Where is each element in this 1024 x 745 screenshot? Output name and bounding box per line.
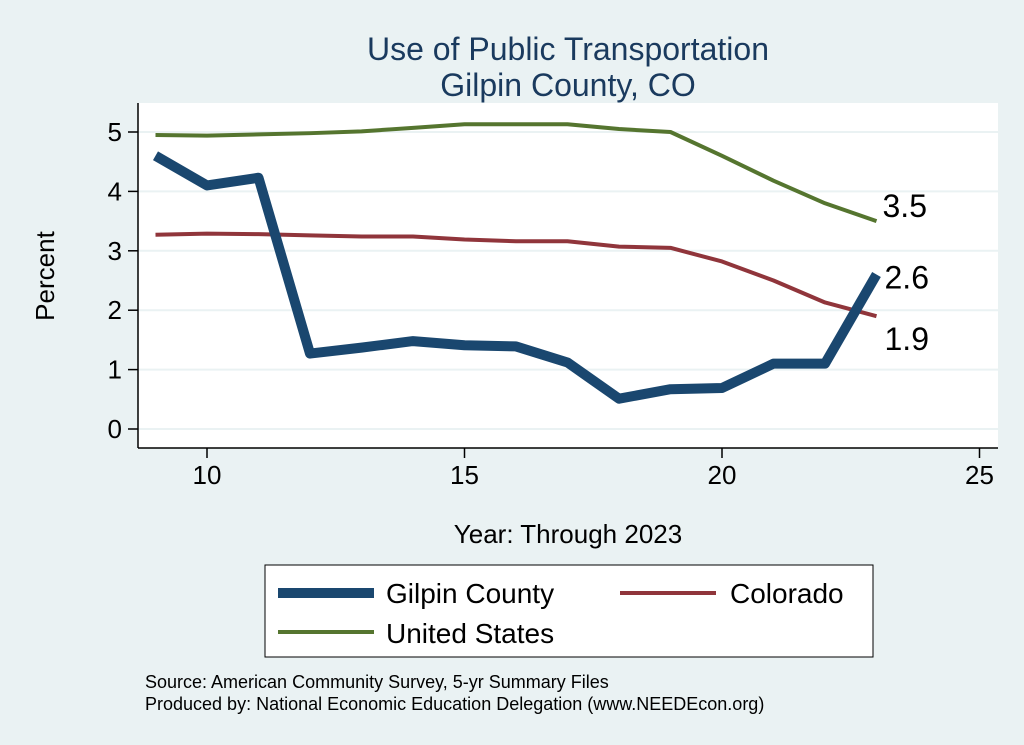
x-tick-label: 20 (708, 460, 737, 490)
y-tick-label: 3 (108, 236, 122, 266)
series-line-gilpin-county (153, 151, 881, 404)
x-tick-label: 25 (965, 460, 994, 490)
y-tick-label: 2 (108, 295, 122, 325)
producer-note: Produced by: National Economic Education… (145, 694, 764, 714)
legend-label-colorado: Colorado (730, 578, 844, 609)
legend-box (264, 564, 874, 658)
x-axis-label: Year: Through 2023 (454, 519, 682, 549)
source-note: Source: American Community Survey, 5-yr … (145, 672, 609, 692)
legend: Gilpin County Colorado United States (264, 564, 874, 658)
y-tick-label: 4 (108, 176, 122, 206)
series-line-united-states (155, 122, 878, 223)
x-tick-label: 15 (450, 460, 479, 490)
series-lines (153, 122, 881, 404)
end-label-gilpin-county: 2.6 (885, 260, 929, 296)
legend-label-gilpin-county: Gilpin County (386, 578, 554, 609)
y-tick-label: 0 (108, 414, 122, 444)
chart-subtitle: Gilpin County, CO (440, 67, 696, 103)
legend-label-united-states: United States (386, 618, 554, 649)
axes: 0 1 2 3 4 5 10 15 20 25 (108, 103, 998, 490)
y-tick-label: 1 (108, 355, 122, 385)
end-label-united-states: 3.5 (883, 188, 927, 224)
chart-title: Use of Public Transportation (367, 31, 769, 67)
y-tick-label: 5 (108, 117, 122, 147)
x-tick-label: 10 (193, 460, 222, 490)
end-labels: 2.6 1.9 3.5 (883, 188, 929, 357)
y-axis-label: Percent (30, 230, 60, 320)
plot-area (138, 103, 998, 448)
end-label-colorado: 1.9 (885, 321, 929, 357)
